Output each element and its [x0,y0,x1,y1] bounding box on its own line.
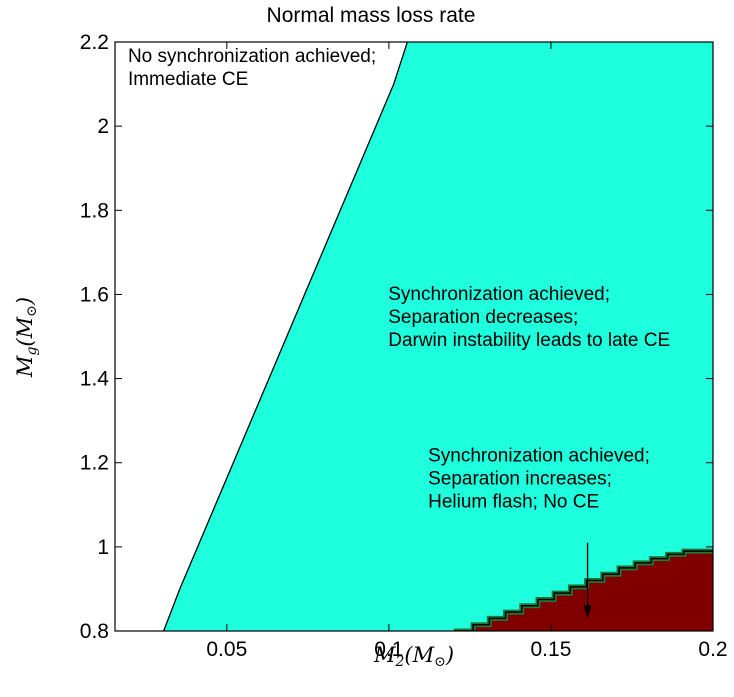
region-late-ce [163,42,713,631]
y-tick-label: 2.2 [80,31,109,54]
annotation-line: No synchronization achieved; [128,46,376,67]
y-axis-label-unit-close: ) [13,297,37,306]
chart-title: Normal mass loss rate [267,4,476,27]
x-tick-label: 0.05 [206,638,247,661]
y-tick-label: 0.8 [80,620,109,643]
annotation-line: Separation increases; [428,468,612,489]
x-tick-label: 0.1 [374,638,403,661]
y-tick-label: 1.2 [80,452,109,475]
annotation-line: Darwin instability leads to late CE [388,330,670,351]
x-axis-label-main: M [373,643,396,667]
y-axis-label: Mg(M⊙) [13,297,40,378]
y-tick-label: 1.6 [80,283,109,306]
y-tick-label: 1.8 [80,199,109,222]
region-annotation-2: Synchronization achieved; Separation incr… [428,445,650,512]
x-axis-label-unit-close: ) [445,643,454,667]
region-no-ce [453,548,713,631]
regions-layer [163,42,713,631]
annotation-line: Immediate CE [128,69,248,90]
x-axis-label-unit-open: (M [404,643,434,667]
y-axis-label-main: M [13,355,37,378]
annotation-arrow-head [583,605,592,619]
ticks-layer: 0.05 0.1 0.15 0.2 0.8 1 1.2 1.4 1.6 1.8 2 2.2 [80,31,728,661]
plot-area [115,42,713,631]
plot-frame [114,41,714,632]
x-tick-label: 0.15 [531,638,572,661]
x-axis-label-unit-sub: ⊙ [434,654,446,670]
x-tick-label: 0.2 [698,638,727,661]
x-axis-label: M2(M⊙) [373,643,454,670]
region-no-ce-boundary [453,548,713,631]
region-annotation-1: Synchronization achieved; Separation decr… [388,284,670,351]
annotation-line: Synchronization achieved; [428,445,650,466]
x-axis-label-sub: 2 [394,654,404,670]
y-axis-label-unit-open: (M [13,316,37,346]
y-axis-label-unit-sub: ⊙ [24,305,40,317]
region-late-ce-boundary [163,42,408,631]
region-annotation-0: No synchronization achieved; Immediate CE [128,46,376,90]
y-tick-label: 2 [97,115,109,138]
y-tick-label: 1 [97,536,109,559]
annotation-line: Separation decreases; [388,307,578,328]
annotations-layer: No synchronization achieved; Immediate CE… [128,46,670,619]
annotation-line: Synchronization achieved; [388,284,610,305]
y-tick-label: 1.4 [80,368,110,391]
annotation-line: Helium flash; No CE [428,491,599,512]
y-axis-label-sub: g [24,347,40,356]
